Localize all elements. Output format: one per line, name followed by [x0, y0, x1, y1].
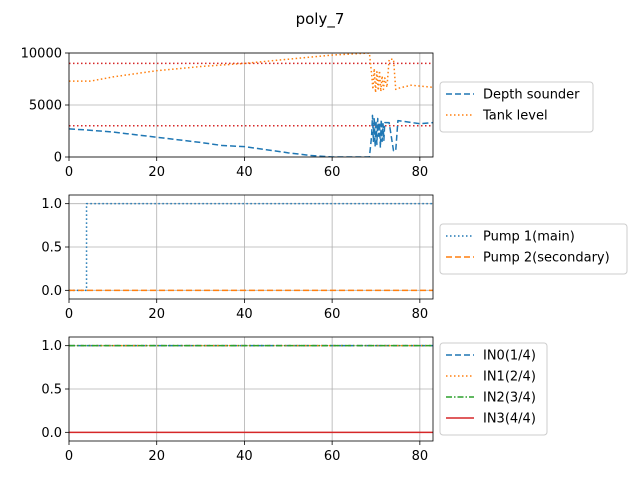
y-tick-label: 0.0 — [41, 426, 62, 441]
x-tick-label: 40 — [236, 165, 253, 180]
subplots: 0 20 40 60 80 0 5000 10000 Depth sounder Tank lev… — [21, 47, 628, 464]
y-tick-label: 10000 — [21, 47, 62, 62]
x-tick-label: 20 — [148, 307, 165, 322]
legend-label: Tank level — [482, 109, 548, 124]
x-tick-label: 80 — [412, 307, 429, 322]
plot-area — [69, 344, 433, 434]
y-tick-label: 0 — [54, 151, 62, 166]
legend-label: Pump 1(main) — [483, 230, 575, 245]
x-tick-label: 0 — [65, 449, 73, 464]
legend-label: IN0(1/4) — [483, 349, 536, 364]
legend-label: IN3(4/4) — [483, 412, 536, 427]
subplot-1: 0 20 40 60 80 0 5000 10000 Depth sounder Tank lev… — [21, 47, 594, 180]
x-tick-label: 60 — [324, 307, 341, 322]
legend-label: Pump 2(secondary) — [483, 251, 610, 266]
y-tick-label: 1.0 — [41, 339, 62, 354]
y-tick-label: 0.5 — [41, 383, 62, 398]
legend: Pump 1(main) Pump 2(secondary) — [439, 223, 628, 275]
figure-title: poly_7 — [296, 10, 345, 29]
legend-frame — [439, 342, 548, 436]
legend-frame — [439, 81, 594, 133]
legend: IN0(1/4) IN1(2/4) IN2(3/4) IN3(4/4) — [439, 342, 548, 436]
y-tick-label: 0.0 — [41, 284, 62, 299]
legend: Depth sounder Tank level — [439, 81, 594, 133]
x-tick-label: 0 — [65, 165, 73, 180]
legend-label: IN2(3/4) — [483, 391, 536, 406]
plot-area — [69, 53, 433, 157]
x-tick-label: 80 — [412, 449, 429, 464]
x-tick-label: 60 — [324, 165, 341, 180]
y-tick-label: 0.5 — [41, 241, 62, 256]
x-tick-label: 80 — [412, 165, 429, 180]
legend-label: Depth sounder — [483, 88, 580, 103]
series-line-tank-level — [69, 53, 433, 94]
x-tick-label: 40 — [236, 449, 253, 464]
legend-label: IN1(2/4) — [483, 370, 536, 385]
subplot-3: 0 20 40 60 80 0.0 0.5 1.0 IN0(1/4) IN1(2/4) IN2(3/… — [41, 336, 548, 464]
legend-frame — [439, 223, 628, 275]
subplot-2: 0 20 40 60 80 0.0 0.5 1.0 Pump 1(main) Pump 2(sec… — [41, 194, 628, 322]
x-tick-label: 20 — [148, 165, 165, 180]
plot-area — [69, 202, 433, 292]
x-tick-label: 40 — [236, 307, 253, 322]
series-line-pump-1-main — [69, 202, 433, 292]
y-tick-label: 5000 — [29, 99, 62, 114]
x-tick-label: 20 — [148, 449, 165, 464]
series-line-depth-sounder — [69, 114, 433, 157]
x-tick-label: 60 — [324, 449, 341, 464]
x-tick-label: 0 — [65, 307, 73, 322]
y-tick-label: 1.0 — [41, 197, 62, 212]
